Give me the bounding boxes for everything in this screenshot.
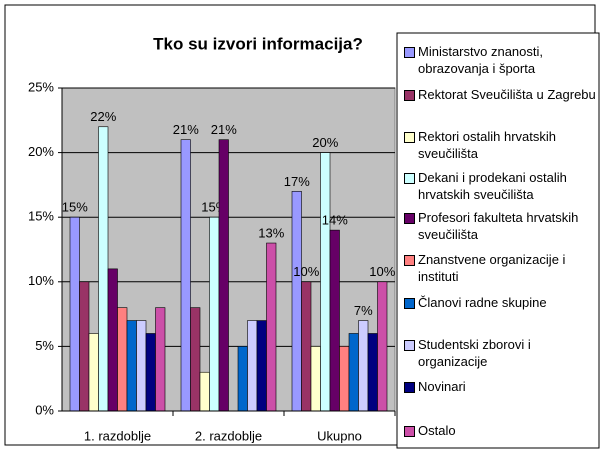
- data-label: 21%: [211, 122, 237, 137]
- bar: [348, 333, 359, 412]
- data-label: 10%: [293, 264, 319, 279]
- bar: [218, 139, 229, 412]
- bar: [291, 191, 302, 412]
- y-tick-label: 25%: [28, 79, 54, 94]
- data-label: 14%: [322, 213, 348, 228]
- legend-label: Dekani i prodekani ostalih hrvatskih sve…: [418, 170, 567, 202]
- legend-label: Studentski zborovi i organizacije: [418, 337, 531, 369]
- bar: [339, 346, 350, 412]
- legend-label: Ministarstvo znanosti, obrazovanja i špo…: [418, 44, 543, 76]
- y-tick-label: 10%: [28, 273, 54, 288]
- bar: [377, 281, 388, 412]
- legend-swatch: [404, 426, 415, 437]
- legend-label: Rektori ostalih hrvatskih sveučilišta: [418, 129, 556, 161]
- chart-title: Tko su izvori informacija?: [153, 34, 363, 53]
- bar: [247, 320, 258, 412]
- bar: [88, 333, 99, 412]
- y-tick-label: 5%: [35, 338, 54, 353]
- legend-swatch: [404, 90, 415, 101]
- legend-label: Ostalo: [418, 423, 456, 438]
- x-tick-label: 2. razdoblje: [195, 428, 262, 443]
- bar: [266, 242, 277, 412]
- y-tick-label: 20%: [28, 144, 54, 159]
- data-label: 21%: [173, 122, 199, 137]
- bar: [329, 229, 340, 412]
- legend-swatch: [404, 298, 415, 309]
- legend-label: Rektorat Sveučilišta u Zagrebu: [418, 87, 596, 102]
- data-label: 7%: [354, 303, 373, 318]
- legend-label: Novinari: [418, 379, 466, 394]
- bar: [126, 320, 137, 412]
- legend-label: Profesori fakulteta hrvatskih sveučilišt…: [418, 210, 579, 242]
- legend-box: [396, 32, 600, 449]
- data-label: 15%: [62, 200, 88, 215]
- data-label: 10%: [369, 264, 395, 279]
- bar: [136, 320, 147, 412]
- legend-swatch: [404, 213, 415, 224]
- y-tick-label: 0%: [35, 402, 54, 417]
- x-tick-label: 1. razdoblje: [84, 428, 151, 443]
- bar: [367, 333, 378, 412]
- bar: [301, 281, 312, 412]
- legend-swatch: [404, 255, 415, 266]
- bar: [98, 126, 109, 412]
- bar: [256, 320, 267, 412]
- data-label: 13%: [258, 225, 284, 240]
- legend-swatch: [404, 132, 415, 143]
- bar: [155, 307, 166, 412]
- bar: [107, 268, 118, 412]
- data-label: 22%: [90, 109, 116, 124]
- legend-swatch: [404, 340, 415, 351]
- legend-label: Znanstvene organizacije i instituti: [418, 252, 566, 284]
- bar: [117, 307, 128, 412]
- legend-swatch: [404, 47, 415, 58]
- bar: [358, 320, 369, 412]
- legend-label: Članovi radne skupine: [418, 295, 547, 310]
- bar: [69, 216, 80, 412]
- legend-swatch: [404, 382, 415, 393]
- x-tick-label: Ukupno: [317, 428, 362, 443]
- bar: [320, 152, 331, 412]
- bar: [199, 371, 210, 412]
- bar: [310, 346, 321, 412]
- bar: [145, 333, 156, 412]
- data-label: 17%: [284, 174, 310, 189]
- bar: [190, 307, 201, 412]
- legend-swatch: [404, 173, 415, 184]
- bar: [180, 139, 191, 412]
- y-tick-label: 15%: [28, 209, 54, 224]
- data-label: 20%: [312, 135, 338, 150]
- bar: [237, 346, 248, 412]
- bar: [209, 216, 220, 412]
- bar: [79, 281, 90, 412]
